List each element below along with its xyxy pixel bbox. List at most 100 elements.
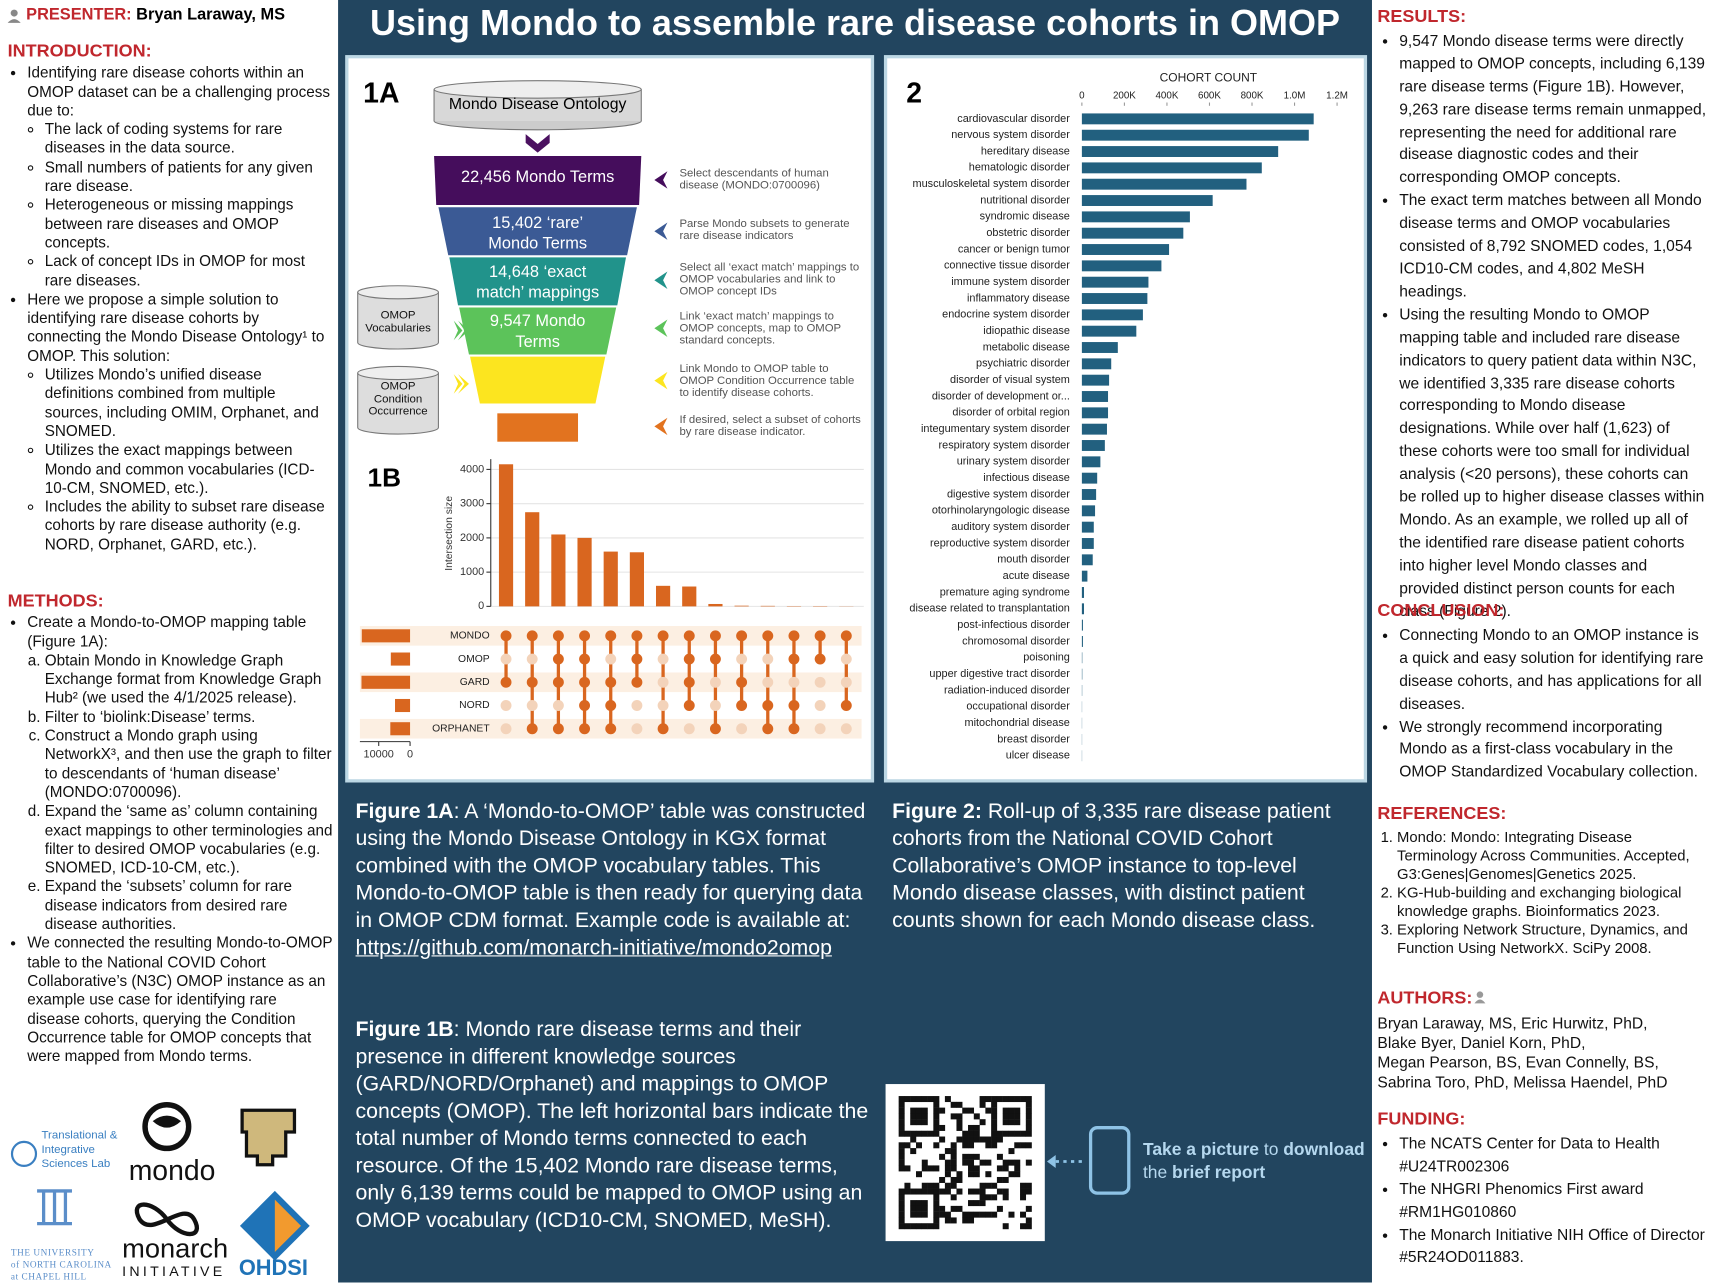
qr-module: [944, 1096, 951, 1103]
qr-module: [1002, 1119, 1009, 1126]
membership-dot: [840, 700, 852, 711]
category-label: nutritional disorder: [980, 194, 1070, 206]
icon: [1476, 991, 1484, 998]
qr-module: [933, 1165, 940, 1172]
icon: [7, 19, 21, 23]
set-label: NORD: [459, 700, 490, 711]
category-label: connective tissue disorder: [944, 260, 1070, 272]
qr-module: [973, 1113, 980, 1120]
category-label: otorhinolaryngologic disease: [932, 505, 1070, 517]
membership-dot: [631, 723, 643, 735]
membership-dot: [605, 653, 617, 665]
ontology-label: Mondo Disease Ontology: [448, 95, 627, 114]
qr-module: [950, 1165, 957, 1172]
category-label: hematologic disorder: [969, 162, 1070, 174]
category-label: reproductive system disorder: [930, 537, 1070, 549]
qr-module: [921, 1188, 928, 1195]
list-item: Heterogeneous or missing mappings betwee…: [45, 196, 333, 253]
qr-module: [1025, 1182, 1032, 1189]
qr-module: [939, 1205, 946, 1212]
qr-module: [991, 1182, 998, 1189]
phone: [1088, 1126, 1131, 1195]
y-tick-label: 4000: [460, 463, 484, 475]
membership-dot: [683, 700, 695, 711]
membership-dot: [736, 653, 748, 665]
qr-module: [1025, 1113, 1032, 1120]
axis-title: COHORT COUNT: [1160, 71, 1258, 85]
qr-module: [1014, 1142, 1021, 1149]
set-bar: [390, 652, 411, 666]
qr-module: [1014, 1119, 1021, 1126]
qr-module: [973, 1136, 980, 1143]
qr-module: [927, 1188, 934, 1195]
list: 9,547 Mondo disease terms were directly …: [1377, 30, 1709, 623]
qr-module: [910, 1136, 917, 1143]
qr-module: [979, 1200, 986, 1207]
list-item: Exploring Network Structure, Dynamics, a…: [1397, 920, 1709, 957]
list-item: Lack of concept IDs in OMOP for most rar…: [45, 252, 333, 290]
logo-icon: [152, 1115, 182, 1128]
qr-module: [933, 1113, 940, 1120]
qr-module: [956, 1176, 963, 1183]
membership-dot: [683, 723, 695, 735]
qr-module: [898, 1188, 905, 1195]
bar: [1081, 293, 1148, 304]
cylinder: [357, 372, 439, 435]
code-link[interactable]: https://github.com/monarch-initiative/mo…: [355, 935, 832, 960]
chevron: [654, 271, 668, 290]
membership-dot: [840, 653, 852, 665]
cylinder: [357, 285, 439, 300]
qr-module: [1008, 1159, 1015, 1166]
qr-module: [1002, 1194, 1009, 1201]
qr-module: [979, 1188, 986, 1195]
qr-module: [933, 1194, 940, 1201]
bar: [1081, 603, 1085, 615]
membership-dot: [814, 653, 826, 665]
caption-figure-1b: Figure 1B: Mondo rare disease terms and …: [356, 1016, 877, 1234]
y-tick-label: 1000: [460, 566, 484, 578]
qr-module: [933, 1223, 940, 1230]
category-label: immune system disorder: [951, 276, 1070, 288]
qr-module: [944, 1188, 951, 1195]
step-note: Parse Mondo subsets to generate rare dis…: [679, 218, 850, 243]
qr-prompt-text: the: [1142, 1163, 1173, 1183]
qr-module: [950, 1182, 957, 1189]
membership-dot: [762, 630, 774, 642]
qr-module: [996, 1136, 1003, 1143]
category-label: inflammatory disease: [967, 292, 1070, 304]
membership-dot: [814, 630, 826, 642]
cylinder: [433, 89, 642, 122]
qr-module: [968, 1124, 975, 1131]
membership-dot: [500, 723, 512, 735]
list-item: Expand the ‘same as’ column containing e…: [45, 802, 333, 877]
qr-module: [973, 1165, 980, 1172]
qr-module: [1025, 1107, 1032, 1114]
panel-label: 2: [906, 76, 923, 110]
category-label: nervous system disorder: [951, 129, 1070, 141]
qr-module: [904, 1165, 911, 1172]
qr-module: [921, 1165, 928, 1172]
bar: [708, 603, 723, 607]
qr-module: [933, 1188, 940, 1195]
qr-module: [950, 1113, 957, 1120]
list-item: Connecting Mondo to an OMOP instance is …: [1399, 625, 1709, 716]
qr-module: [915, 1200, 922, 1207]
bar: [1081, 456, 1101, 468]
membership-dot: [657, 723, 669, 735]
membership-dot: [526, 676, 538, 688]
qr-module: [933, 1200, 940, 1207]
author-line: Megan Pearson, BS, Evan Connelly, BS,: [1377, 1054, 1659, 1073]
qr-module: [910, 1205, 917, 1212]
bar: [1081, 309, 1143, 321]
qr-module: [979, 1159, 986, 1166]
qr-module: [921, 1211, 928, 1218]
list-item: Small numbers of patients for any given …: [45, 158, 333, 196]
qr-module: [979, 1182, 986, 1189]
caption-text: : A ‘Mondo-to-OMOP’ table was constructe…: [355, 799, 866, 933]
qr-module: [1025, 1124, 1032, 1131]
set-label: OMOP: [458, 654, 490, 665]
list-item: The Monarch Initiative NIH Office of Dir…: [1399, 1224, 1709, 1270]
qr-module: [915, 1188, 922, 1195]
qr-module: [915, 1142, 922, 1149]
qr-module: [950, 1217, 957, 1224]
